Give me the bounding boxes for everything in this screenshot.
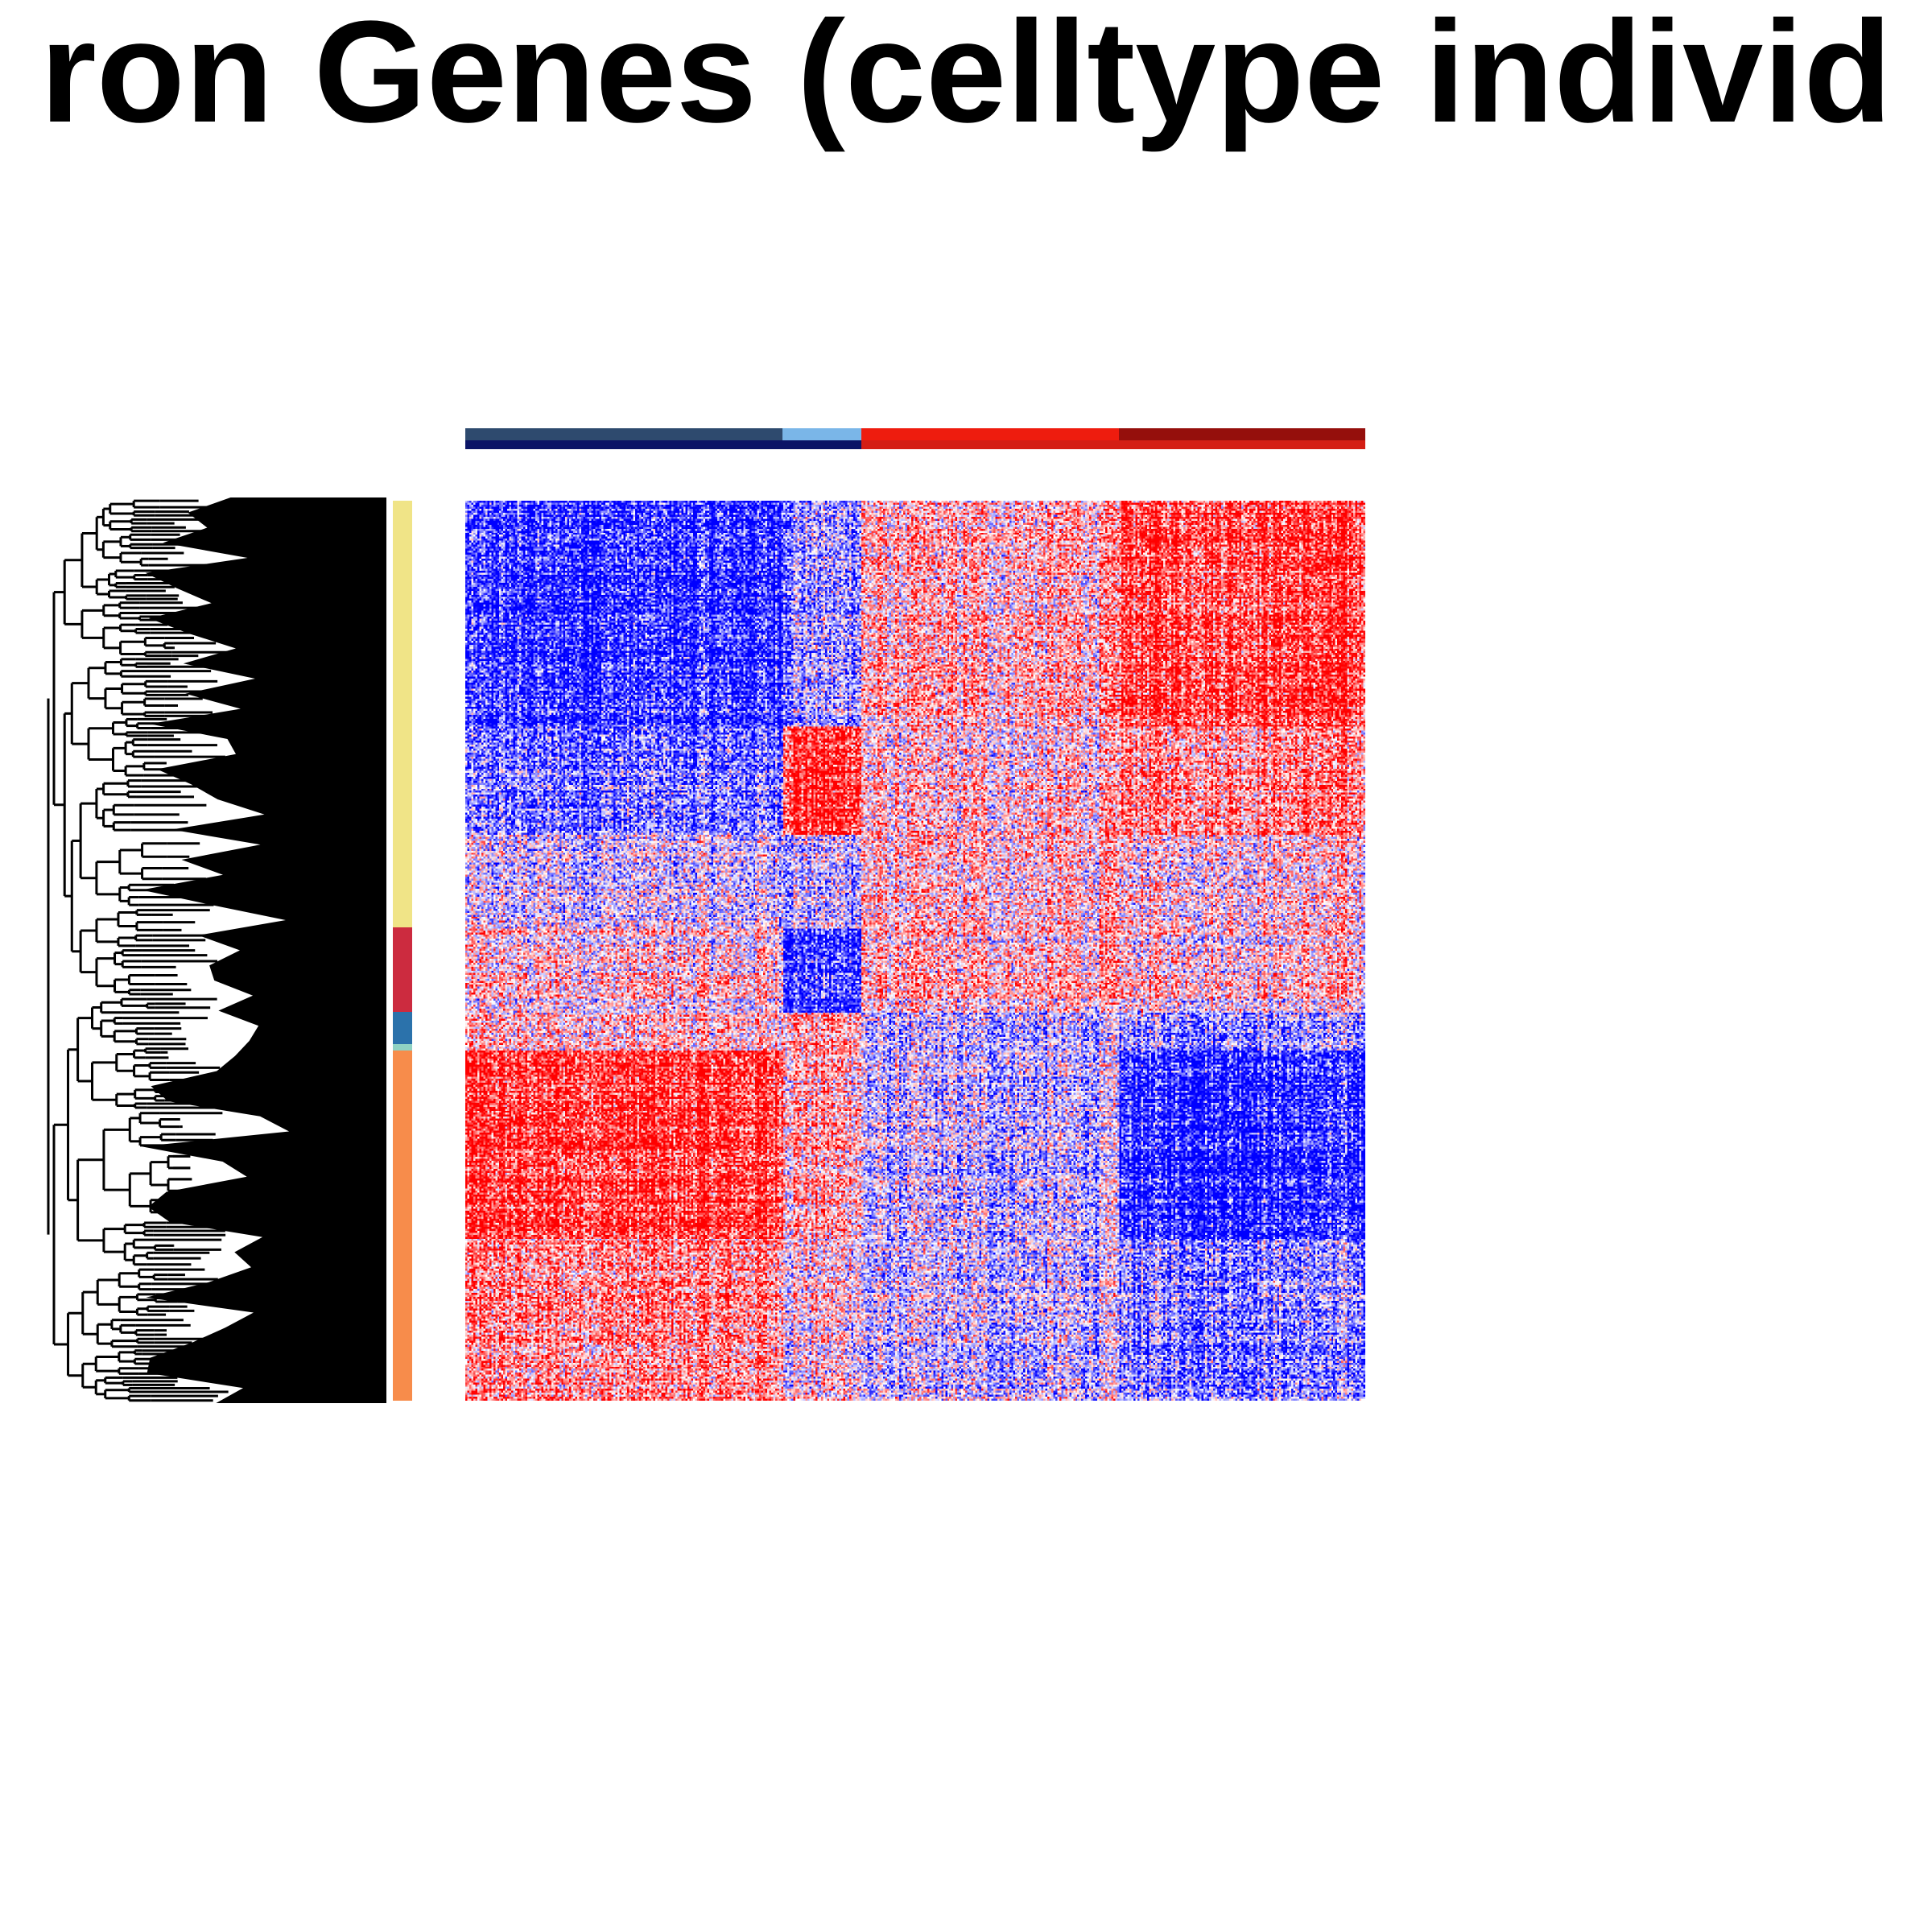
column-annotation-upper-segment xyxy=(861,428,1119,440)
row-cluster-segment xyxy=(393,501,412,927)
column-annotation-upper-segment xyxy=(465,428,782,440)
column-annotation-lower-segment xyxy=(465,440,861,449)
column-annotation-upper-segment xyxy=(1118,428,1365,440)
row-cluster-segment xyxy=(393,1044,412,1051)
column-annotation-bar xyxy=(465,428,1365,449)
row-cluster-segment xyxy=(393,1051,412,1401)
row-cluster-segment xyxy=(393,927,412,1012)
row-dendrogram xyxy=(47,497,386,1403)
chart-title: ron Genes (celltype individ xyxy=(39,0,1893,153)
column-annotation-upper-segment xyxy=(782,428,861,440)
column-annotation-lower-segment xyxy=(861,440,1365,449)
row-cluster-annotation-bar xyxy=(393,501,412,1401)
heatmap-cells xyxy=(465,501,1365,1401)
row-cluster-segment xyxy=(393,1012,412,1045)
